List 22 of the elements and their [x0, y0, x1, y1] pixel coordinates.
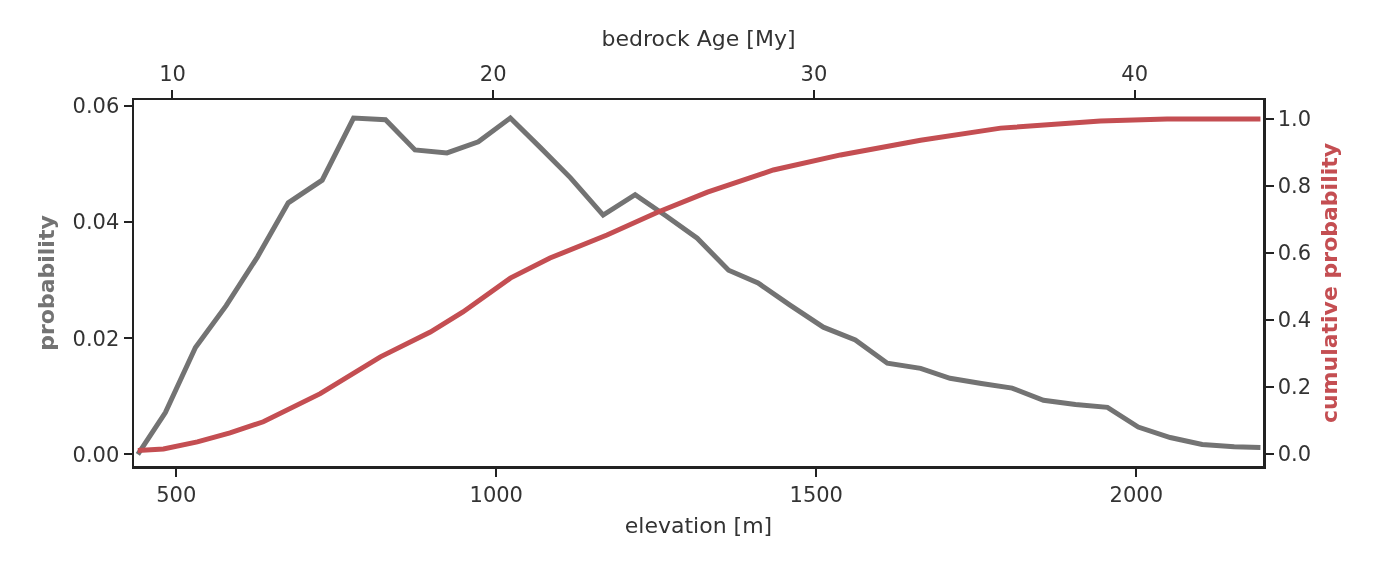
x2-tick-label: 40	[1121, 62, 1149, 87]
y-tick-label: 0.02	[72, 326, 120, 351]
y2-tick-label: 0.6	[1277, 241, 1312, 266]
x-tick-label: 500	[156, 482, 197, 507]
x2-tick-label: 30	[800, 62, 828, 87]
x-tick-label: 1000	[469, 482, 523, 507]
y-tick-label: 0.06	[72, 94, 120, 119]
y2-tick-label: 0.2	[1277, 375, 1312, 400]
x-axis-title: elevation [m]	[624, 512, 773, 538]
y2-tick-label: 0.8	[1277, 174, 1312, 199]
y-tick-label: 0.00	[72, 442, 120, 467]
y2-tick-label: 0.0	[1277, 442, 1312, 467]
y-axis-title: probability	[34, 215, 60, 351]
x2-tick-label: 20	[479, 62, 507, 87]
y2-tick-label: 1.0	[1277, 107, 1312, 132]
y-tick-label: 0.04	[72, 210, 120, 235]
x-tick-label: 2000	[1109, 482, 1164, 507]
y2-axis-title: cumulative probability	[1317, 142, 1343, 424]
y2-tick-label: 0.4	[1277, 308, 1312, 333]
x2-axis-title: bedrock Age [My]	[601, 25, 796, 51]
x2-tick-label: 10	[159, 62, 186, 87]
x-tick-label: 1500	[789, 482, 843, 507]
